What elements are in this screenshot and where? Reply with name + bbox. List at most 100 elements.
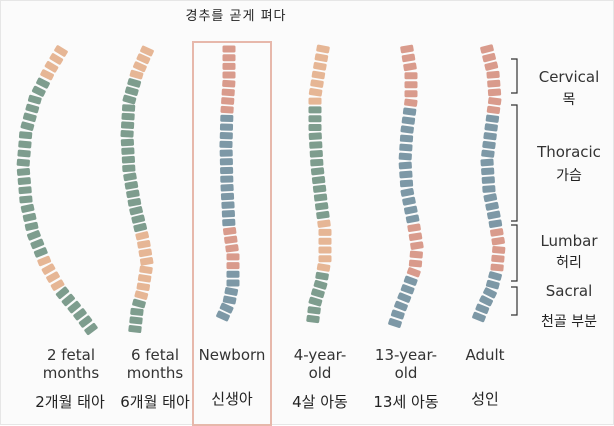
vertebra [492, 245, 506, 254]
vertebra [220, 105, 234, 114]
vertebra [220, 184, 234, 192]
stage-label-en: 13-year- old [374, 346, 438, 382]
vertebra [67, 300, 81, 314]
vertebra [479, 295, 493, 307]
vertebra [222, 54, 236, 62]
vertebra [313, 61, 327, 71]
vertebra [485, 201, 499, 211]
vertebra [317, 219, 331, 228]
vertebra [311, 288, 325, 299]
vertebra [18, 131, 33, 140]
vertebra [25, 103, 40, 114]
vertebra [136, 53, 151, 65]
vertebra [404, 81, 418, 89]
vertebra [314, 202, 329, 211]
vertebra [120, 130, 134, 138]
spine-figure [16, 45, 98, 336]
vertebra [121, 147, 135, 155]
vertebra [487, 97, 502, 106]
vertebra [124, 180, 139, 190]
vertebra [135, 231, 150, 241]
vertebra [488, 271, 502, 281]
vertebra [16, 167, 31, 176]
vertebra [400, 284, 415, 295]
vertebra [129, 69, 144, 80]
vertebra [222, 79, 236, 88]
vertebra [129, 316, 143, 325]
vertebra [318, 237, 332, 245]
vertebra [18, 186, 32, 195]
vertebra [33, 247, 48, 258]
vertebra [483, 287, 497, 299]
vertebra [400, 44, 414, 54]
vertebra [308, 88, 323, 97]
vertebra [220, 114, 234, 123]
vertebra [22, 112, 37, 123]
stage-label-en: 4-year- old [293, 346, 347, 382]
vertebra [480, 44, 494, 54]
vertebra [20, 121, 35, 131]
vertebra [128, 324, 142, 334]
vertebra [61, 293, 75, 307]
vertebra [40, 69, 54, 81]
vertebra [308, 124, 322, 131]
vertebra [487, 210, 501, 220]
stage-label-ko: 6개월 태아 [120, 393, 190, 411]
spine-figure [216, 45, 240, 322]
vertebra [402, 107, 417, 116]
vertebra [219, 158, 233, 166]
region-label-thoracic-ko: 가슴 [556, 168, 582, 184]
vertebra [399, 179, 414, 188]
vertebra [16, 158, 30, 167]
stage-label-ko: 2개월 태아 [35, 393, 105, 411]
vertebra [219, 132, 233, 140]
vertebra [482, 140, 496, 150]
vertebra [315, 271, 329, 281]
vertebra [121, 104, 136, 112]
vertebra [312, 184, 327, 193]
vertebra [390, 309, 405, 320]
stage-label-ko: 13세 아동 [373, 393, 439, 411]
vertebra [314, 53, 329, 63]
vertebra [216, 310, 230, 322]
vertebra [41, 263, 56, 275]
vertebra [481, 167, 495, 176]
vertebra [480, 158, 494, 167]
vertebra [123, 172, 137, 182]
vertebra [126, 189, 140, 199]
vertebra [30, 238, 45, 250]
stage-label-ko: 4살 아동 [292, 393, 348, 411]
vertebra [486, 70, 500, 79]
vertebra [226, 262, 240, 270]
stage-label-ko: 성인 [471, 390, 499, 408]
stage-label-en: 6 fetal months [126, 346, 184, 382]
vertebra [127, 78, 142, 88]
vertebra [310, 167, 325, 176]
vertebra [404, 72, 418, 80]
vertebra [220, 166, 234, 175]
vertebra [310, 158, 324, 167]
spine-figure [388, 44, 424, 328]
vertebra [226, 270, 240, 278]
region-brackets [511, 58, 518, 316]
vertebra [487, 88, 502, 97]
vertebra [221, 97, 235, 105]
vertebra [137, 274, 152, 283]
vertebra [78, 315, 93, 328]
vertebra [308, 296, 323, 307]
vertebra [73, 308, 87, 321]
vertebra [222, 62, 236, 70]
diagram-title: 경추를 곧게 펴다 [185, 9, 287, 24]
vertebra [222, 295, 237, 305]
vertebra [133, 222, 148, 233]
vertebra [388, 318, 402, 328]
vertebra [136, 282, 151, 292]
vertebra [50, 279, 65, 291]
vertebra [22, 212, 37, 222]
vertebra [19, 195, 33, 204]
vertebra [219, 302, 234, 314]
vertebra [399, 143, 413, 152]
spine-figure [472, 44, 506, 323]
vertebra [308, 106, 322, 114]
spine-figures [16, 44, 506, 336]
